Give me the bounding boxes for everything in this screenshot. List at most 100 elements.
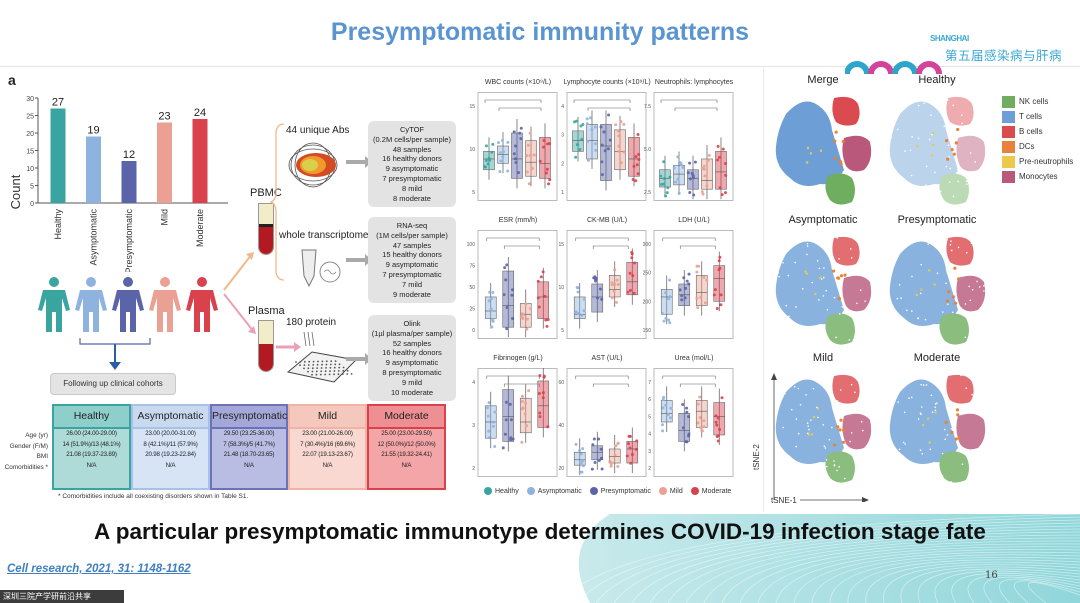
tsne-legend-item: NK cells [1002, 94, 1073, 109]
boxplot-point [668, 416, 672, 420]
sparse-gap [935, 185, 937, 188]
boxplot-point [700, 167, 704, 171]
sparse-gap [782, 426, 785, 429]
sparse-gap [982, 332, 985, 335]
significance-bracket [503, 245, 540, 249]
boxplot-point [493, 445, 497, 449]
tsne-panel-title: Presymptomatic [897, 214, 977, 226]
boxplot-point [681, 426, 685, 430]
boxplot-point [619, 120, 623, 124]
boxplot-box [573, 296, 586, 319]
tsne-scatter [775, 96, 872, 205]
legend-label: Asymptomatic [537, 487, 582, 495]
sparse-gap [970, 242, 973, 245]
boxplot-point [542, 138, 546, 142]
boxplot-y-tick-label: 1 [561, 190, 564, 196]
sparse-gap [919, 330, 922, 332]
boxplot-point [717, 268, 721, 272]
sparse-gap [891, 442, 893, 444]
boxplot-point [502, 293, 506, 297]
sparse-gap [975, 256, 978, 259]
boxplot-point [527, 389, 531, 393]
boxplot-point [631, 274, 635, 278]
boxplot-point [502, 150, 506, 154]
bar-value-label: 27 [52, 97, 64, 109]
sparse-gap [839, 277, 842, 279]
boxplot-panel: 2 3 4 5 6 7 [648, 368, 734, 477]
taskbar-chip[interactable]: 深圳三院产学研前沿共享 [0, 590, 124, 603]
boxplot-point [625, 454, 629, 458]
boxplot-point [662, 319, 666, 323]
boxplot-y-tick-label: 3 [472, 423, 475, 429]
dcs-point [954, 437, 958, 441]
boxplot-point [632, 291, 636, 295]
boxplot-point [721, 147, 725, 151]
boxplot-point [524, 302, 528, 306]
bar-presymptomatic [121, 161, 137, 203]
sparse-gap [943, 375, 945, 378]
plasma-tube-icon [258, 320, 274, 372]
sparse-gap [951, 429, 954, 431]
citation-link[interactable]: Cell research, 2021, 31: 1148-1162 [7, 563, 191, 575]
boxplot-point [699, 295, 703, 299]
wave-line [703, 537, 1080, 603]
olink-info-box: Olink (1µl plasma/per sample) 52 samples 16… [368, 315, 456, 402]
boxplot-point [685, 279, 689, 283]
boxplot-point [607, 113, 611, 117]
boxplot-point [547, 182, 551, 186]
boxplot-point [660, 423, 664, 427]
boxplot-point [712, 293, 716, 297]
boxplot-point [590, 467, 594, 471]
boxplot-point [687, 415, 691, 419]
sparse-gap [779, 257, 781, 260]
row-label-bmi: BMI [36, 453, 48, 461]
sparse-gap [859, 401, 862, 404]
boxplot-y-tick-label: 0 [472, 328, 475, 334]
dcs-point [841, 139, 845, 144]
sparse-gap [917, 104, 920, 107]
sparse-gap [951, 311, 954, 314]
sparse-gap [838, 466, 840, 468]
boxplot-point [715, 423, 719, 427]
significance-bracket [498, 107, 542, 111]
bar-chart-ylabel: Count [8, 174, 23, 209]
boxplot-point [632, 164, 636, 168]
boxplot-point [687, 272, 691, 276]
sparse-gap [818, 299, 820, 301]
boxplot-point [630, 256, 634, 260]
boxplot-point [538, 411, 542, 415]
bar-value-label: 23 [158, 111, 170, 123]
sparse-gap [820, 335, 823, 338]
t-cells-cluster [889, 101, 958, 186]
info-box-line: 9 asymptomatic [385, 260, 439, 270]
boxplot-point [680, 298, 684, 302]
sparse-gap [919, 292, 922, 295]
wave-line [847, 559, 1080, 603]
boxplot-point [634, 179, 638, 183]
sparse-gap [794, 261, 797, 264]
sparse-gap [799, 464, 802, 466]
boxplot-box [525, 140, 537, 177]
boxplot-point [536, 279, 540, 283]
boxplot-point [491, 424, 495, 428]
sparse-gap [957, 180, 960, 183]
boxplot-title: ESR (mm/h) [498, 217, 538, 224]
table-cell: N/A [322, 461, 333, 469]
boxplot-point [576, 311, 580, 315]
sparse-gap [927, 189, 929, 192]
boxplot-point [524, 401, 528, 405]
sparse-gap [944, 438, 947, 441]
boxplot-point [543, 294, 547, 298]
sparse-gap [836, 469, 838, 472]
boxplot-point [498, 151, 502, 155]
boxplot-point [517, 171, 521, 175]
boxplot-point [514, 144, 518, 148]
boxplot-point [696, 306, 700, 310]
table-cell: 22.07 (19.13-23.67) [302, 451, 353, 459]
boxplot-point [487, 401, 491, 405]
sparse-gap [964, 303, 967, 305]
boxplot-point [599, 447, 603, 451]
boxplot-point [499, 159, 503, 163]
sparse-gap [839, 389, 842, 391]
plasma-arrow-icon [276, 342, 301, 352]
